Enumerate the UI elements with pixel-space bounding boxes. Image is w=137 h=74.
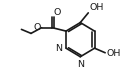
Text: OH: OH [89, 3, 104, 12]
Text: N: N [77, 60, 84, 69]
Text: N: N [55, 44, 62, 53]
Text: OH: OH [106, 49, 121, 58]
Text: O: O [54, 8, 61, 17]
Text: O: O [34, 23, 41, 32]
